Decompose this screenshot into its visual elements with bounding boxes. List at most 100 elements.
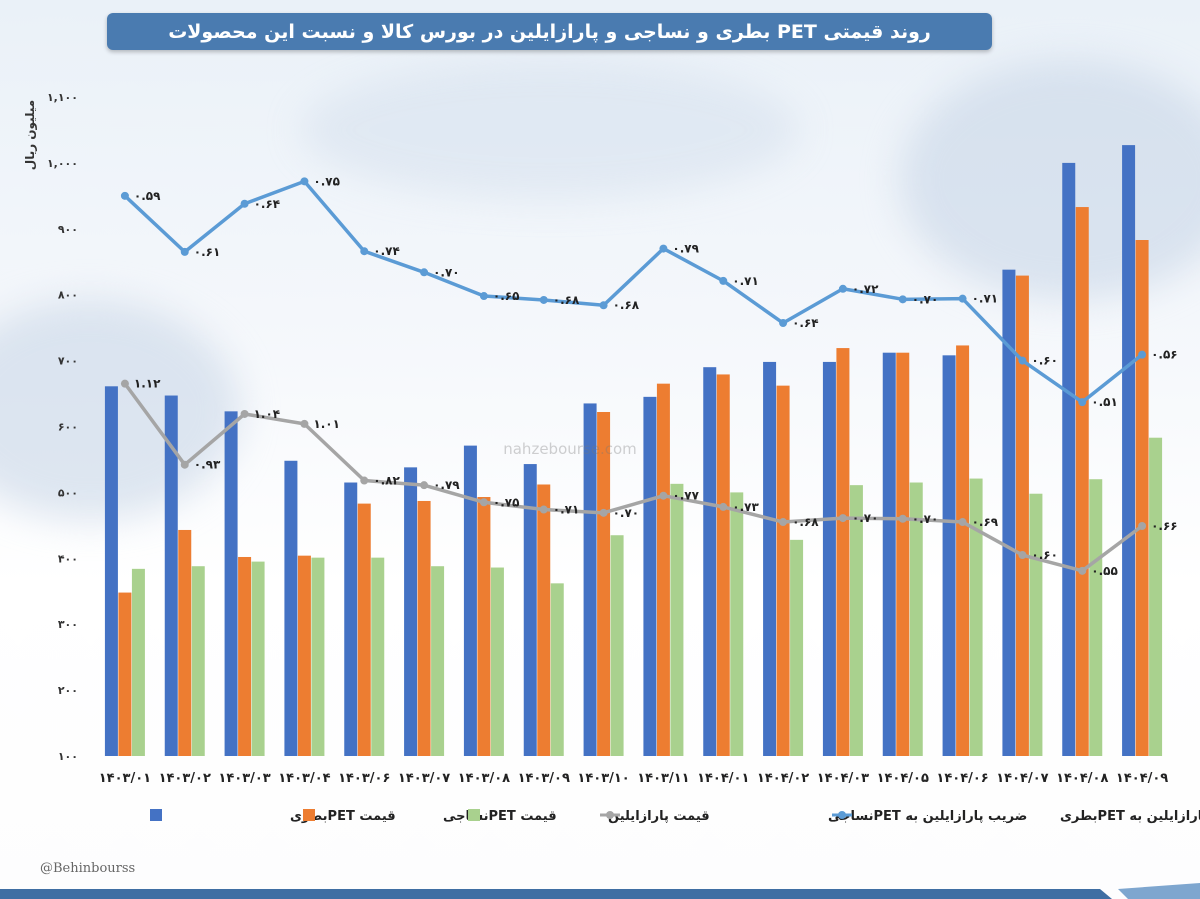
bar-paraxylene bbox=[191, 566, 205, 756]
data-label: ۰.۶۰ bbox=[1031, 354, 1058, 368]
bar-paraxylene bbox=[1089, 479, 1103, 756]
y-tick-label: ۵۰۰ bbox=[58, 486, 78, 499]
ratio-textile-point bbox=[180, 460, 189, 469]
bar-paraxylene bbox=[1029, 493, 1043, 756]
data-label: ۰.۶۹ bbox=[972, 515, 999, 529]
bar-paraxylene bbox=[909, 482, 923, 756]
bar-paraxylene bbox=[490, 567, 504, 756]
ratio-bottle-point bbox=[240, 199, 249, 208]
bar-pet-bottle bbox=[583, 403, 597, 756]
background-cloud bbox=[900, 60, 1200, 300]
bar-pet-textile bbox=[118, 592, 132, 756]
bar-paraxylene bbox=[670, 483, 684, 756]
bar-paraxylene bbox=[131, 568, 145, 756]
bar-pet-textile bbox=[537, 484, 551, 756]
chart-title: روند قیمتی PET بطری و نساجی و پارازایلین… bbox=[107, 13, 992, 50]
watermark-site: nahzebourse.com bbox=[503, 440, 637, 458]
bar-pet-textile bbox=[417, 500, 431, 756]
x-tick-label: ۱۴۰۳/۰۷ bbox=[398, 771, 450, 786]
bar-paraxylene bbox=[251, 561, 265, 756]
y-tick-label: ۱,۰۰۰ bbox=[47, 157, 78, 170]
bar-pet-bottle bbox=[822, 361, 836, 756]
bar-pet-bottle bbox=[463, 445, 477, 756]
bar-pet-textile bbox=[297, 555, 311, 756]
data-label: ۰.۵۵ bbox=[1091, 564, 1118, 578]
bar-paraxylene bbox=[610, 535, 624, 756]
ratio-textile-point bbox=[1138, 522, 1147, 531]
data-label: ۰.۶۰ bbox=[1031, 548, 1058, 562]
data-label: ۰.۵۱ bbox=[1091, 395, 1118, 409]
bar-pet-bottle bbox=[104, 386, 118, 756]
bar-pet-bottle bbox=[703, 367, 717, 756]
bar-pet-textile bbox=[956, 345, 970, 756]
legend-label: ضریب پارازایلین به PETبطری bbox=[1060, 809, 1200, 824]
ratio-bottle-point bbox=[838, 284, 847, 293]
bar-pet-bottle bbox=[224, 411, 238, 756]
data-label: ۰.۷۲ bbox=[852, 282, 879, 296]
bar-pet-bottle bbox=[763, 361, 777, 756]
ratio-textile-point bbox=[659, 491, 668, 500]
data-label: ۰.۶۵ bbox=[493, 289, 520, 303]
ratio-bottle-point bbox=[120, 191, 129, 200]
data-label: ۰.۶۸ bbox=[613, 298, 640, 312]
data-label: ۰.۷۱ bbox=[553, 503, 580, 517]
ratio-textile-point bbox=[420, 481, 429, 490]
bar-paraxylene bbox=[1149, 437, 1163, 756]
x-tick-label: ۱۴۰۴/۰۸ bbox=[1056, 771, 1108, 786]
data-label: ۰.۶۸ bbox=[553, 293, 580, 307]
data-label: ۰.۷۰ bbox=[912, 292, 939, 306]
data-label: ۰.۷۰ bbox=[912, 512, 939, 526]
legend-swatch bbox=[606, 811, 614, 819]
legend-swatch bbox=[468, 809, 480, 821]
data-label: ۰.۶۴ bbox=[254, 197, 281, 211]
ratio-bottle-point bbox=[539, 295, 548, 304]
bar-pet-bottle bbox=[1062, 162, 1076, 756]
ratio-bottle-point bbox=[360, 247, 369, 256]
ratio-bottle-point bbox=[300, 177, 309, 186]
bar-pet-textile bbox=[238, 556, 252, 756]
bar-pet-bottle bbox=[882, 352, 896, 756]
ratio-bottle-point bbox=[1078, 398, 1087, 407]
data-label: ۰.۷۹ bbox=[672, 242, 699, 256]
bar-pet-bottle bbox=[164, 395, 178, 756]
y-tick-label: ۶۰۰ bbox=[58, 421, 78, 434]
legend-swatch bbox=[303, 809, 315, 821]
bar-pet-textile bbox=[1015, 275, 1029, 756]
bar-pet-textile bbox=[836, 348, 850, 756]
data-label: ۱.۰۱ bbox=[313, 417, 340, 431]
data-label: ۰.۷۹ bbox=[433, 478, 460, 492]
ratio-textile-point bbox=[539, 505, 548, 514]
bar-paraxylene bbox=[371, 557, 385, 756]
y-tick-label: ۳۰۰ bbox=[58, 618, 78, 631]
ratio-textile-line bbox=[123, 382, 1144, 573]
data-label: ۰.۶۱ bbox=[194, 245, 221, 259]
bar-paraxylene bbox=[969, 478, 983, 756]
bar-pet-textile bbox=[896, 352, 910, 756]
bar-pet-bottle bbox=[643, 396, 657, 756]
data-label: ۱.۰۴ bbox=[254, 407, 281, 421]
bar-pet-textile bbox=[178, 529, 192, 756]
x-tick-label: ۱۴۰۴/۰۵ bbox=[877, 771, 929, 786]
bar-pet-bottle bbox=[1122, 145, 1136, 756]
data-label: ۰.۷۴ bbox=[373, 244, 400, 258]
ratio-bottle-point bbox=[719, 276, 728, 285]
bar-paraxylene bbox=[730, 492, 744, 756]
x-tick-label: ۱۴۰۳/۰۹ bbox=[518, 771, 570, 786]
bar-pet-textile bbox=[597, 412, 611, 756]
social-handle: @Behinbourss bbox=[40, 861, 136, 876]
ratio-bottle-point bbox=[659, 244, 668, 253]
bar-paraxylene bbox=[849, 485, 863, 756]
y-axis-label: میلیون ریال bbox=[23, 100, 38, 170]
x-tick-label: ۱۴۰۴/۰۹ bbox=[1116, 771, 1168, 786]
data-label: ۰.۵۶ bbox=[1151, 348, 1178, 362]
data-label: ۰.۷۳ bbox=[732, 500, 759, 514]
ratio-textile-point bbox=[898, 514, 907, 523]
x-tick-label: ۱۴۰۳/۰۴ bbox=[278, 771, 330, 786]
legend-swatch bbox=[838, 811, 846, 819]
ratio-bottle-point bbox=[779, 319, 788, 328]
data-label: ۰.۷۵ bbox=[493, 495, 520, 509]
legend-label: قیمت PETبطری bbox=[290, 809, 396, 824]
x-tick-label: ۱۴۰۴/۰۷ bbox=[996, 771, 1048, 786]
ratio-bottle-point bbox=[420, 268, 429, 277]
